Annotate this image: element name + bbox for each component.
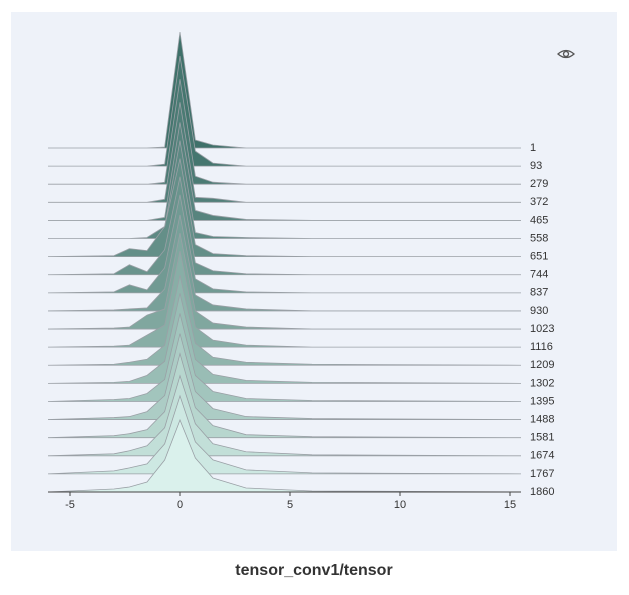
step-label: 1023: [530, 323, 554, 335]
step-label: 930: [530, 305, 548, 317]
step-label: 465: [530, 214, 548, 226]
step-label: 1209: [530, 359, 554, 371]
step-label: 93: [530, 160, 542, 172]
ridge: [47, 352, 522, 439]
panel: [11, 12, 617, 551]
x-tick-label: 10: [394, 499, 406, 511]
ridge: [47, 158, 521, 258]
step-label: 1302: [530, 377, 554, 389]
ridge: [48, 79, 521, 185]
ridge: [47, 214, 521, 312]
step-label: 1: [530, 142, 536, 154]
ridge: [47, 313, 522, 402]
step-label: 1488: [530, 413, 554, 425]
x-tick-label: -5: [65, 499, 75, 511]
ridge: [48, 140, 521, 239]
ridge: [48, 102, 521, 203]
ridge: [48, 56, 521, 167]
step-label: 1860: [530, 486, 554, 498]
step-label: 744: [530, 269, 548, 281]
step-label: 837: [530, 287, 548, 299]
step-label: 279: [530, 178, 548, 190]
ridge: [47, 251, 521, 348]
step-label: 372: [530, 196, 548, 208]
step-label: 1581: [530, 432, 554, 444]
x-tick-label: 0: [177, 499, 183, 511]
ridge: [47, 232, 521, 330]
x-tick-label: 5: [287, 499, 293, 511]
step-label: 1674: [530, 450, 554, 462]
ridge: [47, 176, 521, 276]
step-label: 1395: [530, 395, 554, 407]
ridge: [48, 122, 521, 221]
chart-title: tensor_conv1/tensor: [235, 562, 392, 579]
ridge: [47, 374, 522, 457]
ridge: [47, 293, 522, 384]
step-label: 1116: [530, 341, 553, 353]
step-label: 1767: [530, 468, 554, 480]
step-label: 651: [530, 251, 548, 263]
ridge: [47, 275, 522, 366]
ridge: [48, 31, 521, 149]
eye-icon[interactable]: [557, 49, 575, 59]
ridge: [47, 333, 522, 420]
ridge: [47, 394, 522, 475]
step-label: 558: [530, 232, 548, 244]
ridge: [47, 418, 522, 493]
ridge: [47, 194, 521, 294]
x-tick-label: 15: [504, 499, 516, 511]
